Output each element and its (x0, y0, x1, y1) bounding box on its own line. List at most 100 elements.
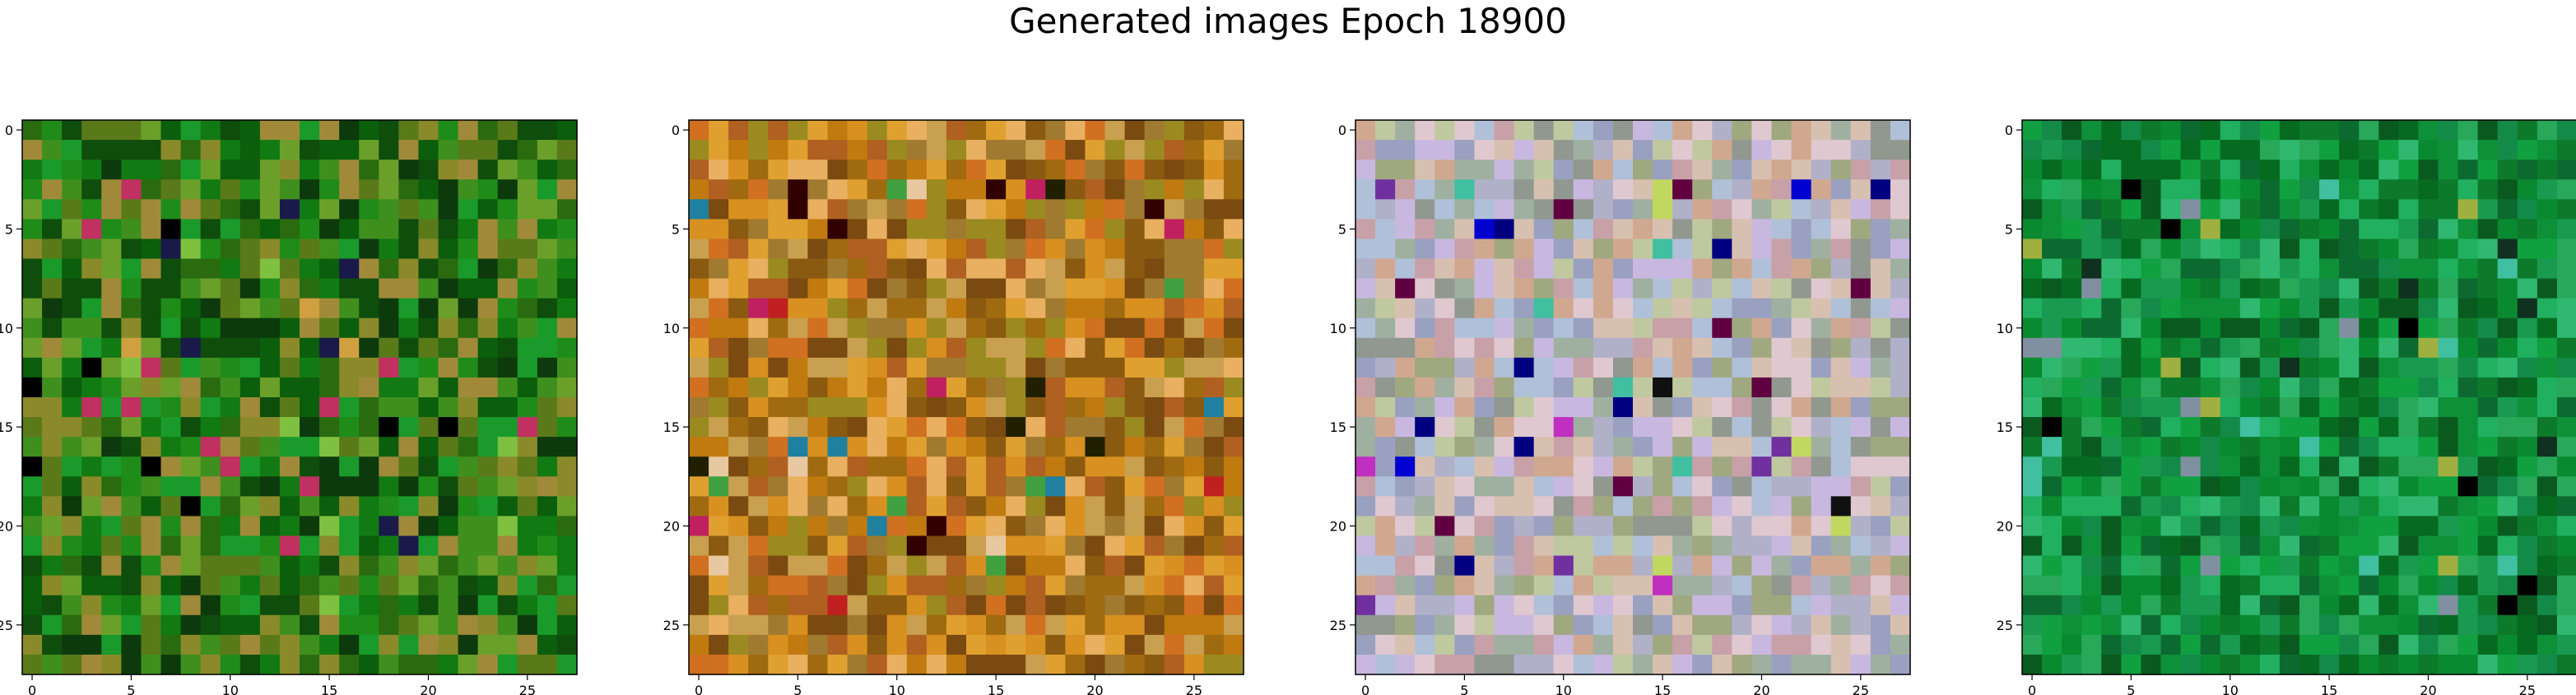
pixel-cell (2438, 476, 2459, 497)
pixel-cell (2042, 654, 2062, 675)
pixel-cell (2359, 575, 2379, 596)
pixel-cell (141, 160, 162, 180)
pixel-cell (2081, 614, 2102, 636)
pixel-cell (1692, 179, 1713, 200)
pixel-cell (2180, 219, 2202, 240)
pixel-cell (279, 614, 300, 636)
pixel-cell (239, 555, 261, 577)
pixel-cell (2497, 278, 2518, 299)
pixel-cell (2378, 179, 2399, 200)
pixel-cell (42, 239, 63, 260)
pixel-cell (200, 535, 221, 557)
pixel-cell (2477, 575, 2499, 596)
pixel-cell (788, 654, 809, 675)
pixel-cell (1104, 535, 1126, 557)
pixel-cell (497, 496, 518, 517)
pixel-cell (101, 377, 122, 398)
pixel-cell (2438, 437, 2459, 457)
pixel-cell (1006, 397, 1026, 418)
pixel-cell (986, 377, 1007, 398)
pixel-cell (1183, 120, 1205, 141)
pixel-cell (827, 456, 849, 477)
pixel-cell (1494, 179, 1515, 200)
pixel-cell (2239, 555, 2261, 577)
pixel-cell (2141, 298, 2162, 319)
pixel-cell (537, 654, 558, 675)
pixel-cell (2556, 456, 2576, 477)
pixel-cell (359, 298, 379, 319)
pixel-cell (768, 258, 788, 280)
pixel-cell (2477, 437, 2499, 457)
pixel-cell (1791, 140, 1812, 160)
pixel-cell (748, 239, 769, 260)
pixel-cell (2477, 120, 2499, 141)
pixel-cell (807, 239, 829, 260)
pixel-cell (2556, 397, 2576, 418)
pixel-cell (101, 535, 122, 557)
pixel-cell (1375, 199, 1396, 220)
pixel-cell (418, 496, 439, 517)
pixel-cell (1085, 239, 1106, 260)
pixel-cell (537, 278, 558, 299)
pixel-cell (2279, 377, 2300, 398)
pixel-cell (728, 535, 749, 557)
pixel-cell (1045, 595, 1066, 616)
pixel-cell (121, 535, 142, 557)
pixel-cell (62, 258, 82, 280)
pixel-cell (709, 476, 729, 497)
pixel-cell (1633, 140, 1653, 160)
pixel-cell (458, 437, 479, 457)
pixel-cell (1395, 278, 1416, 299)
pixel-cell (220, 417, 241, 438)
pixel-cell (438, 377, 459, 398)
pixel-cell (1494, 199, 1515, 220)
pixel-cell (1065, 614, 1086, 636)
pixel-cell (2279, 397, 2300, 418)
pixel-cell (1791, 219, 1812, 240)
pixel-cell (2279, 437, 2300, 457)
pixel-cell (477, 337, 499, 359)
pixel-cell (279, 555, 300, 577)
pixel-cell (2398, 456, 2420, 477)
pixel-cell (418, 317, 439, 339)
pixel-cell (300, 575, 320, 596)
pixel-cell (2220, 258, 2241, 280)
pixel-cell (1434, 654, 1455, 675)
pixel-cell (1494, 555, 1515, 577)
pixel-cell (2259, 476, 2281, 497)
pixel-cell (2259, 219, 2281, 240)
pixel-cell (1533, 140, 1555, 160)
pixel-cell (2180, 614, 2202, 636)
pixel-cell (2339, 456, 2360, 477)
pixel-cell (359, 160, 379, 180)
pixel-cell (867, 278, 888, 299)
pixel-cell (886, 516, 908, 537)
pixel-cell (220, 120, 241, 141)
pixel-cell (1454, 337, 1476, 359)
pixel-cell (886, 140, 908, 160)
pixel-cell (689, 337, 709, 359)
pixel-cell (1203, 140, 1225, 160)
pixel-cell (1065, 337, 1086, 359)
pixel-cell (2497, 516, 2518, 537)
pixel-cell (807, 278, 829, 299)
pixel-cell (1494, 634, 1515, 656)
pixel-cell (180, 298, 202, 319)
pixel-cell (2259, 199, 2281, 220)
pixel-cell (1791, 357, 1812, 378)
pixel-cell (160, 357, 182, 378)
pixel-cell (1375, 140, 1396, 160)
pixel-cell (2259, 555, 2281, 577)
pixel-cell (1811, 654, 1832, 675)
pixel-cell (1355, 535, 1376, 557)
pixel-cell (926, 179, 947, 200)
pixel-cell (319, 179, 340, 200)
pixel-cell (259, 337, 281, 359)
pixel-cell (2279, 120, 2300, 141)
pixel-cell (1494, 120, 1515, 141)
pixel-cell (1355, 317, 1376, 339)
pixel-cell (768, 437, 788, 457)
pixel-cell (2339, 140, 2360, 160)
pixel-cell (1025, 120, 1046, 141)
